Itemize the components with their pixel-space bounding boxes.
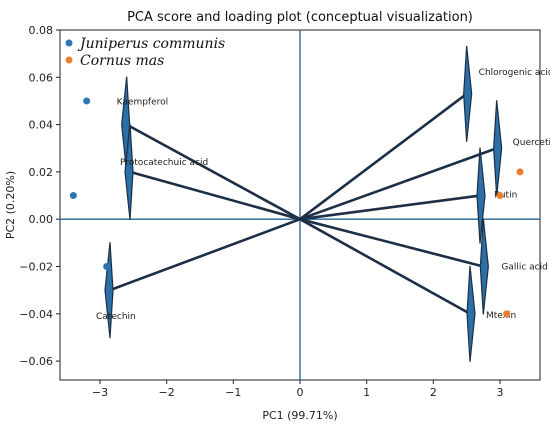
- y-axis-ticks: −0.06 −0.04 −0.02 0.00 0.02 0.04 0.06 0.08: [19, 24, 60, 368]
- y-tick-label: −0.02: [19, 260, 53, 273]
- y-tick-label: 0.08: [29, 24, 54, 37]
- loading-arrow-head: [493, 100, 503, 197]
- x-tick-label: 1: [363, 386, 370, 399]
- loading-arrow-shaft: [109, 217, 301, 292]
- loading-arrow-head: [463, 45, 473, 142]
- loading-arrow-head: [479, 218, 489, 315]
- x-tick-label: 2: [430, 386, 437, 399]
- loading-arrow-head: [124, 123, 134, 220]
- x-tick-label: −3: [92, 386, 108, 399]
- loading-label: Chlorogenic acid: [479, 68, 550, 78]
- loading-arrow-shaft: [299, 194, 481, 221]
- loading-label: Mtexin: [486, 311, 516, 321]
- loading-label: Rutin: [494, 191, 517, 201]
- y-tick-label: 0.00: [29, 213, 54, 226]
- y-tick-label: −0.06: [19, 355, 53, 368]
- loading-arrow-head: [476, 147, 486, 244]
- loading-arrow-shaft: [299, 217, 484, 268]
- loading-arrow-shaft: [299, 218, 471, 315]
- loading-arrow-shaft: [299, 147, 498, 221]
- y-tick-label: 0.02: [29, 166, 54, 179]
- loading-arrow-head: [104, 242, 114, 339]
- x-axis-label: PC1 (99.71%): [262, 409, 337, 422]
- y-tick-label: 0.06: [29, 71, 54, 84]
- legend-box: [63, 34, 199, 68]
- loading-arrow-shaft: [126, 123, 301, 221]
- x-tick-label: 0: [297, 386, 304, 399]
- loading-arrows: Kaempferol Protocatechuic acid Catechin Chl…: [96, 45, 550, 362]
- score-point: [496, 192, 504, 200]
- score-point: [516, 168, 524, 176]
- x-tick-label: 3: [497, 386, 504, 399]
- loading-label: Quercetin: [513, 138, 550, 148]
- loading-arrow-shaft: [129, 170, 301, 221]
- loading-label: Gallic acid: [501, 262, 547, 272]
- x-tick-label: −1: [225, 386, 241, 399]
- y-axis-label: PC2 (0.20%): [4, 171, 17, 239]
- score-point: [503, 310, 511, 318]
- legend-marker: [65, 56, 73, 64]
- legend-entry: Cornus mas: [80, 53, 164, 69]
- y-tick-label: −0.04: [19, 308, 53, 321]
- y-tick-label: 0.04: [29, 119, 54, 132]
- loading-label: Protocatechuic acid: [120, 158, 208, 168]
- loading-arrow-shaft: [299, 92, 468, 221]
- score-points: [69, 97, 524, 318]
- loading-label: Kaempferol: [117, 98, 168, 108]
- x-axis-ticks: −3 −2 −1 0 1 2 3: [92, 380, 504, 399]
- legend-entry: Juniperus communis: [77, 36, 225, 52]
- score-point: [69, 192, 77, 200]
- score-point: [103, 262, 111, 270]
- loading-arrow-head: [466, 265, 476, 362]
- x-tick-label: −2: [159, 386, 175, 399]
- chart-title: PCA score and loading plot (conceptual v…: [127, 10, 473, 25]
- legend-marker: [65, 39, 73, 47]
- loading-label: Catechin: [96, 312, 136, 322]
- score-point: [83, 97, 91, 105]
